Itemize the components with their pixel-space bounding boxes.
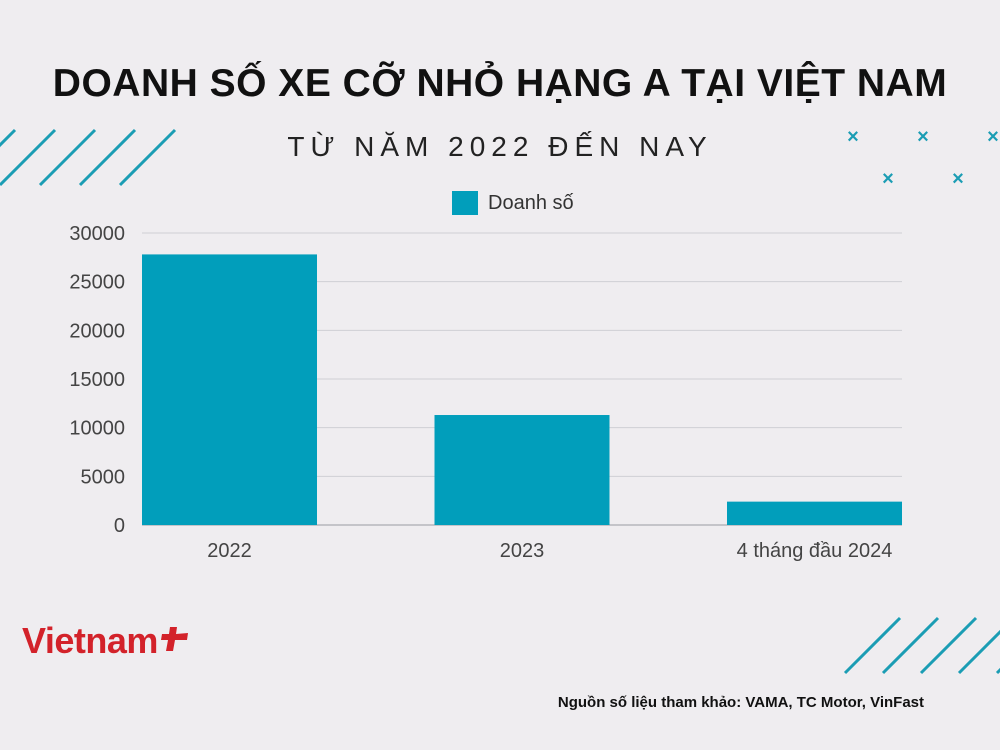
y-tick-label: 10000 [69, 418, 125, 440]
plus-icon [160, 620, 190, 662]
y-tick-label: 20000 [69, 320, 125, 342]
chart-legend: Doanh số [452, 190, 574, 216]
y-tick-label: 30000 [69, 223, 125, 245]
chart-title: DOANH SỐ XE CỠ NHỎ HẠNG A TẠI VIỆT NAM [52, 62, 948, 105]
y-tick-label: 5000 [81, 466, 126, 488]
x-tick-label: 4 tháng đầu 2024 [737, 540, 893, 562]
decorative-stripe [881, 616, 940, 675]
chart-subtitle: TỪ NĂM 2022 ĐẾN NAY [287, 131, 713, 162]
bar [142, 254, 317, 525]
decorative-stripe [919, 616, 978, 675]
y-tick-label: 0 [114, 515, 125, 537]
vietnamplus-logo: Vietnam [22, 620, 190, 662]
y-tick-label: 15000 [69, 369, 125, 391]
x-tick-label: 2022 [207, 540, 252, 562]
legend-swatch [452, 191, 478, 215]
x-tick-label: 2023 [500, 540, 545, 562]
logo-text: Vietnam [22, 620, 158, 661]
bar [727, 501, 902, 525]
source-note: Nguồn số liệu tham khảo: VAMA, TC Motor,… [557, 694, 924, 711]
y-tick-label: 25000 [69, 272, 125, 294]
bar [434, 415, 610, 525]
legend-label: Doanh số [488, 191, 574, 214]
decorative-stripe [957, 629, 1000, 675]
decorative-stripe [843, 616, 902, 675]
bar-chart: 0 5000 10000 15000 20000 25000 30000 2022 2023 4 … [69, 223, 902, 562]
